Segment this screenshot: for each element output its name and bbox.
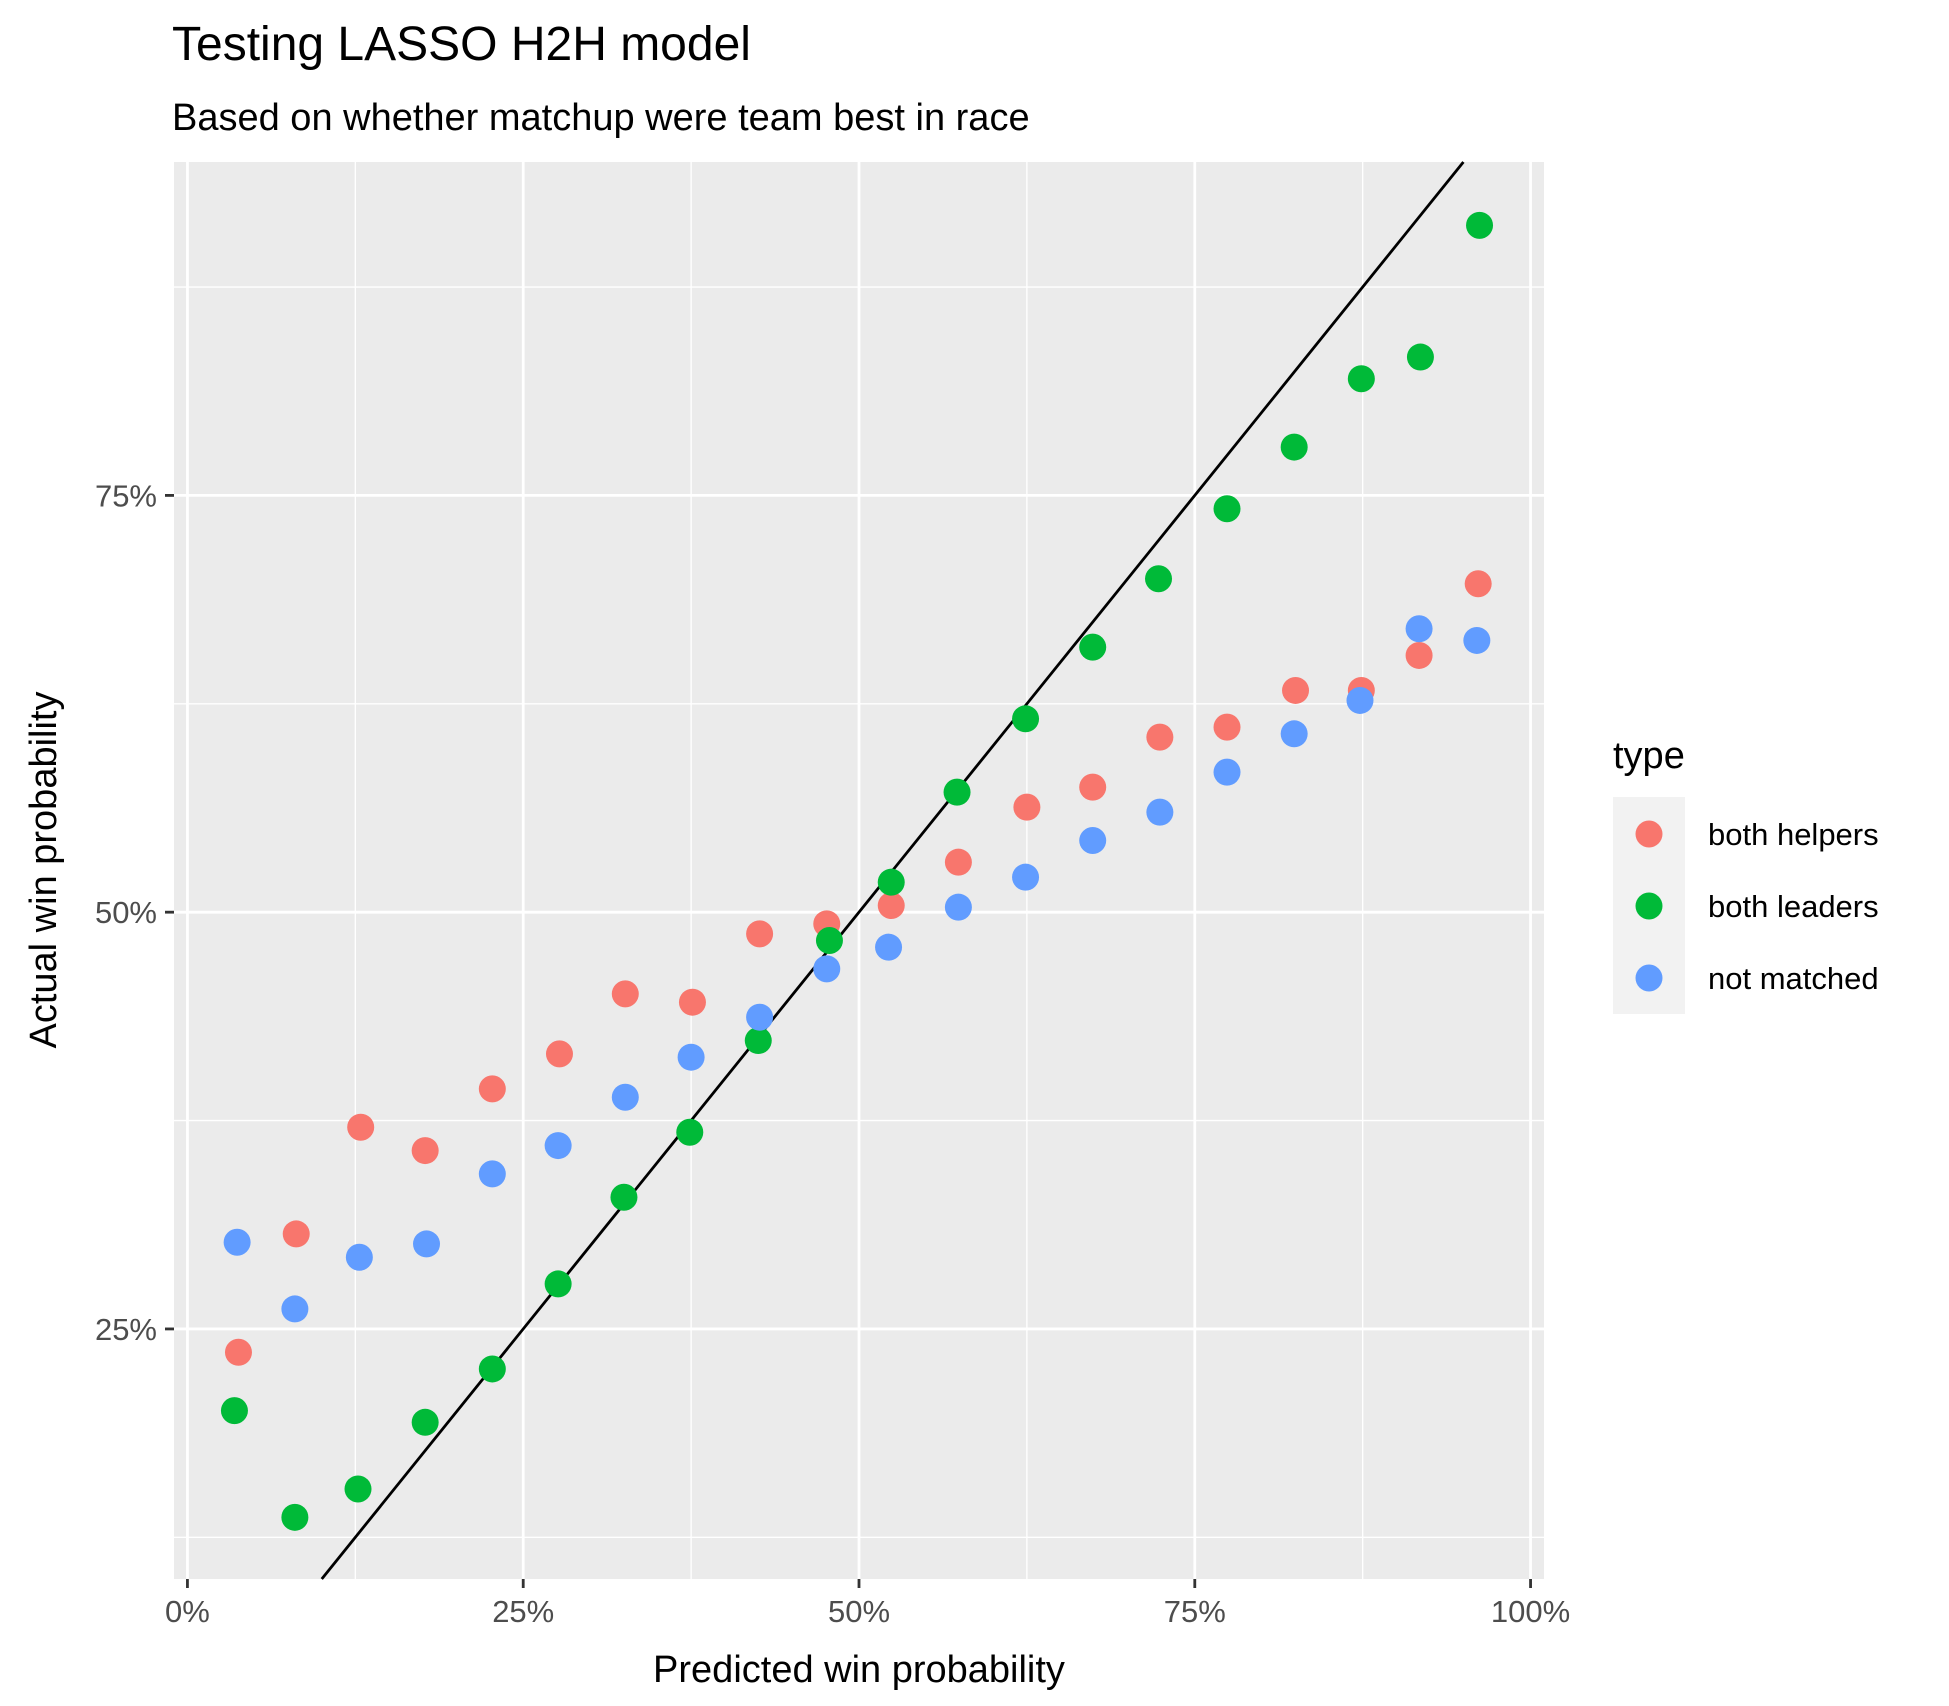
point-not-matched bbox=[478, 1160, 506, 1188]
point-both-helpers bbox=[1282, 676, 1310, 704]
series-not-matched bbox=[223, 615, 1491, 1323]
point-not-matched bbox=[746, 1003, 774, 1031]
x-tick-label: 50% bbox=[828, 1594, 890, 1629]
point-both-helpers bbox=[678, 988, 706, 1016]
point-both-helpers bbox=[944, 848, 972, 876]
point-not-matched bbox=[677, 1043, 705, 1071]
point-both-helpers bbox=[478, 1075, 506, 1103]
point-not-matched bbox=[1280, 720, 1308, 748]
series-both-helpers bbox=[224, 570, 1492, 1366]
point-not-matched bbox=[1346, 686, 1374, 714]
point-not-matched bbox=[1146, 798, 1174, 826]
point-both-helpers bbox=[545, 1040, 573, 1068]
point-not-matched bbox=[1012, 863, 1040, 891]
legend: type both helpers both leaders not matched bbox=[1613, 735, 1879, 1014]
point-both-helpers bbox=[282, 1220, 310, 1248]
point-both-leaders bbox=[344, 1475, 372, 1503]
point-both-helpers bbox=[1013, 793, 1041, 821]
point-both-leaders bbox=[281, 1503, 309, 1531]
point-both-leaders bbox=[544, 1270, 572, 1298]
chart-subtitle: Based on whether matchup were team best … bbox=[172, 97, 1030, 139]
y-axis: 25% 50% 75% bbox=[95, 478, 174, 1347]
x-axis: 0% 25% 50% 75% 100% bbox=[165, 1579, 1570, 1629]
point-both-helpers bbox=[347, 1113, 375, 1141]
point-both-leaders bbox=[610, 1183, 638, 1211]
chart-title: Testing LASSO H2H model bbox=[172, 18, 751, 71]
point-not-matched bbox=[1463, 626, 1491, 654]
point-not-matched bbox=[345, 1243, 373, 1271]
point-both-helpers bbox=[746, 920, 774, 948]
point-both-leaders bbox=[744, 1027, 772, 1055]
x-tick-label: 75% bbox=[1164, 1594, 1226, 1629]
legend-title: type bbox=[1613, 735, 1685, 777]
x-tick-label: 0% bbox=[165, 1594, 210, 1629]
point-both-helpers bbox=[1079, 773, 1107, 801]
point-both-leaders bbox=[411, 1408, 439, 1436]
point-both-leaders bbox=[1347, 365, 1375, 393]
point-not-matched bbox=[944, 893, 972, 921]
point-both-helpers bbox=[224, 1338, 252, 1366]
point-not-matched bbox=[544, 1132, 572, 1160]
point-both-leaders bbox=[815, 927, 843, 955]
legend-label: not matched bbox=[1708, 961, 1879, 996]
point-not-matched bbox=[281, 1295, 309, 1323]
point-not-matched bbox=[1079, 826, 1107, 854]
legend-key-both-leaders bbox=[1635, 892, 1663, 920]
legend-key-not-matched bbox=[1635, 964, 1663, 992]
point-both-leaders bbox=[1079, 633, 1107, 661]
legend-label: both helpers bbox=[1708, 817, 1879, 852]
point-both-leaders bbox=[1280, 433, 1308, 461]
series-both-leaders bbox=[220, 211, 1494, 1531]
point-both-leaders bbox=[478, 1355, 506, 1383]
point-both-leaders bbox=[1466, 211, 1494, 239]
point-not-matched bbox=[611, 1083, 639, 1111]
point-not-matched bbox=[813, 955, 841, 983]
point-not-matched bbox=[1213, 758, 1241, 786]
point-not-matched bbox=[223, 1228, 251, 1256]
point-both-helpers bbox=[1146, 723, 1174, 751]
point-both-leaders bbox=[676, 1118, 704, 1146]
point-not-matched bbox=[1405, 615, 1433, 643]
legend-label: both leaders bbox=[1708, 889, 1879, 924]
y-tick-label: 50% bbox=[95, 895, 157, 930]
point-both-leaders bbox=[1213, 495, 1241, 523]
point-both-leaders bbox=[1145, 565, 1173, 593]
y-tick-label: 25% bbox=[95, 1312, 157, 1347]
point-both-leaders bbox=[1406, 343, 1434, 371]
point-both-helpers bbox=[1405, 641, 1433, 669]
legend-key-both-helpers bbox=[1635, 820, 1663, 848]
legend-items: both helpers both leaders not matched bbox=[1635, 817, 1879, 996]
y-tick-label: 75% bbox=[95, 478, 157, 513]
point-both-leaders bbox=[1012, 705, 1040, 733]
x-tick-label: 25% bbox=[492, 1594, 554, 1629]
point-not-matched bbox=[875, 933, 903, 961]
point-both-helpers bbox=[1213, 713, 1241, 741]
point-both-leaders bbox=[220, 1397, 248, 1425]
point-both-leaders bbox=[943, 778, 971, 806]
y-axis-title: Actual win probability bbox=[23, 692, 65, 1049]
x-tick-label: 100% bbox=[1491, 1594, 1570, 1629]
point-both-helpers bbox=[877, 892, 905, 920]
point-both-helpers bbox=[611, 980, 639, 1008]
point-both-helpers bbox=[411, 1137, 439, 1165]
point-both-leaders bbox=[877, 868, 905, 896]
point-not-matched bbox=[413, 1230, 441, 1258]
x-axis-title: Predicted win probability bbox=[653, 1649, 1065, 1691]
data-points bbox=[220, 211, 1494, 1531]
point-both-helpers bbox=[1464, 570, 1492, 598]
